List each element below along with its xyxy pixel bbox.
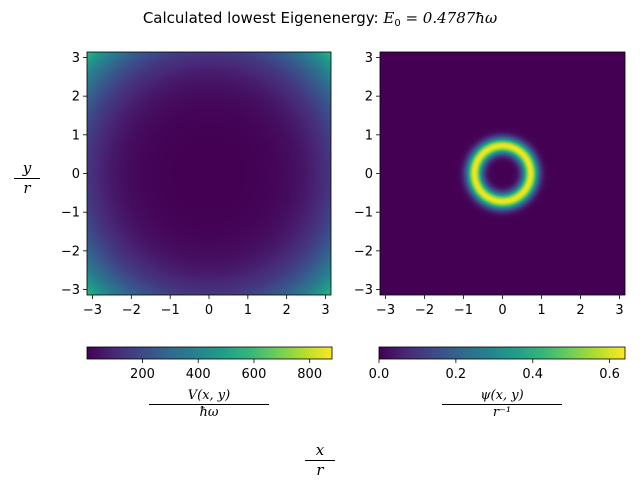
potential-x-tick-label: −1 bbox=[161, 303, 180, 318]
potential-colorbar-label: V(x, y) ħω bbox=[149, 388, 269, 421]
potential-y-tick-label: 3 bbox=[72, 51, 80, 66]
wavefunction-y-tick-label: −3 bbox=[354, 283, 373, 298]
potential-x-tick-label: −3 bbox=[83, 303, 102, 318]
wavefunction-x-tick-label: −2 bbox=[415, 303, 434, 318]
wavefunction-heatmap bbox=[380, 52, 625, 295]
wavefunction-colorbar-tick-label: 0.0 bbox=[369, 367, 390, 382]
wavefunction-y-tick-label: 0 bbox=[365, 167, 373, 182]
potential-colorbar-tick-label: 200 bbox=[130, 367, 155, 382]
wavefunction-colorbar-tick-label: 0.4 bbox=[522, 367, 543, 382]
potential-y-tick-label: 0 bbox=[72, 167, 80, 182]
figure-title: Calculated lowest Eigenenergy: E0 = 0.47… bbox=[142, 9, 498, 29]
potential-y-tick-label: 2 bbox=[72, 90, 80, 105]
potential-heatmap bbox=[87, 52, 331, 295]
wavefunction-x-tick-label: 3 bbox=[615, 303, 623, 318]
potential-x-tick-label: −2 bbox=[122, 303, 141, 318]
wavefunction-colorbar-label: ψ(x, y) r⁻¹ bbox=[442, 388, 562, 421]
wavefunction-y-tick-label: 1 bbox=[365, 128, 373, 143]
wavefunction-x-tick-label: 2 bbox=[576, 303, 584, 318]
potential-colorbar-tick-label: 600 bbox=[242, 367, 267, 382]
potential-x-tick-label: 0 bbox=[205, 303, 213, 318]
potential-y-tick-label: 1 bbox=[72, 128, 80, 143]
potential-y-tick-label: −2 bbox=[61, 244, 80, 259]
wavefunction-colorbar-tick-label: 0.2 bbox=[446, 367, 467, 382]
potential-x-tick-label: 2 bbox=[283, 303, 291, 318]
potential-x-tick-label: 1 bbox=[244, 303, 252, 318]
potential-x-tick-label: 3 bbox=[321, 303, 329, 318]
wavefunction-colorbar-tick-label: 0.6 bbox=[599, 367, 620, 382]
wavefunction-x-tick-label: 0 bbox=[498, 303, 506, 318]
potential-colorbar-tick-label: 800 bbox=[297, 367, 322, 382]
wavefunction-x-tick-label: 1 bbox=[537, 303, 545, 318]
wavefunction-y-tick-label: −2 bbox=[354, 244, 373, 259]
wavefunction-y-tick-label: 3 bbox=[365, 51, 373, 66]
wavefunction-y-tick-label: −1 bbox=[354, 206, 373, 221]
wavefunction-colorbar bbox=[378, 346, 626, 360]
potential-colorbar bbox=[86, 346, 333, 360]
potential-colorbar-tick-label: 400 bbox=[186, 367, 211, 382]
potential-y-tick-label: −1 bbox=[61, 206, 80, 221]
wavefunction-x-tick-label: −1 bbox=[454, 303, 473, 318]
wavefunction-x-tick-label: −3 bbox=[376, 303, 395, 318]
potential-y-tick-label: −3 bbox=[61, 283, 80, 298]
wavefunction-y-tick-label: 2 bbox=[365, 90, 373, 105]
